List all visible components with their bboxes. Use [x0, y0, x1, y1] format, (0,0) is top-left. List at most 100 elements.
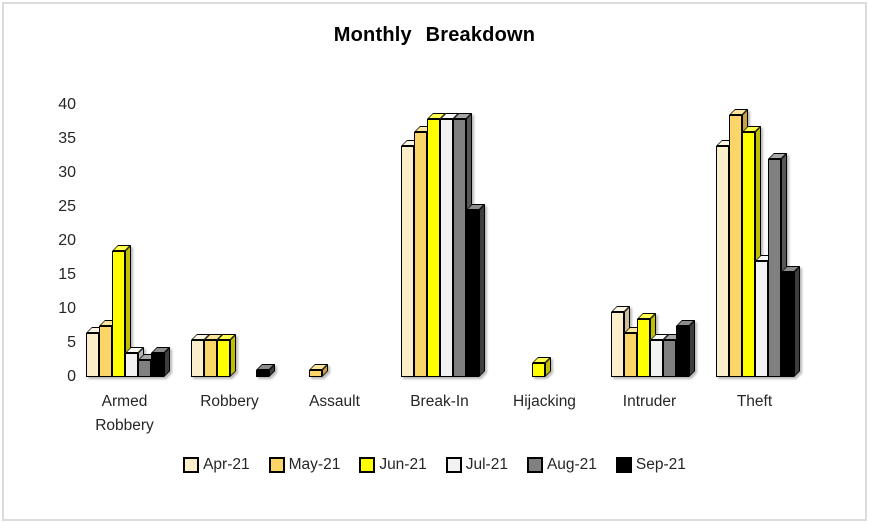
legend-label: May-21	[288, 456, 341, 473]
bar-jun-21-6	[741, 126, 761, 377]
bar-slot	[413, 126, 433, 377]
bar-sep-21-0	[150, 347, 170, 377]
bar-slot	[439, 112, 459, 377]
face-side	[478, 204, 485, 377]
bar-may-21-2	[308, 364, 328, 377]
y-tick-label: 10	[58, 300, 76, 317]
y-tick-label: 30	[58, 164, 76, 181]
bar-slot	[216, 333, 236, 377]
legend: Apr-21 May-21 Jun-21 Jul-21 Aug-21 Sep-21	[0, 456, 869, 474]
legend-label: Sep-21	[635, 456, 686, 473]
bar-may-21-3	[413, 126, 433, 377]
bar-may-21-6	[728, 109, 748, 377]
face-front	[649, 339, 663, 377]
face-side	[229, 333, 236, 377]
bar-sep-21-3	[465, 204, 485, 377]
bar-slot	[426, 112, 446, 377]
y-tick-label: 40	[58, 96, 76, 113]
bar-group-assault	[282, 105, 387, 377]
bar-slot	[649, 333, 669, 377]
category-label: Hijacking	[513, 393, 576, 410]
face-front	[780, 271, 794, 377]
bar-jul-21-0	[124, 347, 144, 377]
y-tick-label: 15	[58, 266, 76, 283]
bar-slot	[85, 326, 105, 377]
face-front	[754, 261, 768, 377]
legend-swatch	[445, 457, 462, 473]
bar-group-hijacking	[492, 105, 597, 377]
face-front	[124, 353, 138, 377]
bar-group-robbery	[177, 105, 282, 377]
legend-swatch	[526, 457, 543, 473]
face-front	[741, 132, 755, 377]
face-front	[636, 319, 650, 377]
bar-apr-21-1	[190, 333, 210, 377]
bar-slot	[610, 306, 630, 377]
bar-may-21-5	[623, 326, 643, 377]
bar-group-break-in	[387, 105, 492, 377]
bar-slot	[623, 326, 643, 377]
legend-item-jul-21: Jul-21	[445, 456, 508, 474]
category-label: Assault	[309, 393, 360, 410]
bar-slot	[150, 347, 170, 377]
bar-group-intruder	[597, 105, 702, 377]
face-side	[793, 265, 800, 377]
face-front	[190, 339, 204, 377]
bar-slot	[137, 354, 157, 377]
category-label: Break-In	[410, 393, 469, 410]
y-tick-label: 35	[58, 130, 76, 147]
y-tick-label: 0	[67, 368, 76, 385]
bar-slot	[741, 126, 761, 377]
bar-aug-21-3	[452, 112, 472, 377]
legend-label: Apr-21	[203, 456, 250, 473]
legend-swatch	[359, 457, 376, 473]
bar-slot	[98, 320, 118, 377]
bar-apr-21-0	[85, 326, 105, 377]
bar-slot	[715, 139, 735, 377]
face-front	[426, 118, 440, 377]
legend-item-jun-21: Jun-21	[359, 456, 427, 474]
legend-label: Jul-21	[465, 456, 508, 473]
bar-group-theft	[702, 105, 807, 377]
legend-label: Aug-21	[546, 456, 597, 473]
bar-jun-21-0	[111, 245, 131, 377]
plot-area	[72, 105, 807, 377]
x-axis: Armed Robbery Robbery Assault Break-In Hijac…	[72, 390, 807, 438]
legend-swatch	[268, 457, 285, 473]
face-front	[137, 360, 151, 377]
bar-slot	[754, 255, 774, 377]
bar-slot	[636, 313, 656, 377]
bar-slot	[780, 265, 800, 377]
bar-apr-21-3	[400, 139, 420, 377]
face-front	[150, 353, 164, 377]
face-front	[400, 145, 414, 377]
face-front	[728, 115, 742, 377]
bar-sep-21-5	[675, 320, 695, 377]
face-front	[216, 339, 230, 377]
face-front	[308, 370, 322, 377]
bar-jul-21-3	[439, 112, 459, 377]
bar-jul-21-6	[754, 255, 774, 377]
y-tick-label: 20	[58, 232, 76, 249]
bar-aug-21-5	[662, 333, 682, 377]
face-front	[111, 251, 125, 377]
category-label: Theft	[736, 393, 773, 410]
chart-title: Monthly Breakdown	[333, 24, 536, 46]
bar-slot	[767, 153, 787, 377]
y-tick-label: 25	[58, 198, 76, 215]
bar-aug-21-6	[767, 153, 787, 377]
bar-aug-21-0	[137, 354, 157, 377]
bar-jun-21-3	[426, 112, 446, 377]
face-front	[531, 363, 545, 377]
face-front	[623, 332, 637, 377]
face-front	[715, 145, 729, 377]
y-tick-label: 5	[67, 334, 76, 351]
face-front	[98, 326, 112, 377]
category-label: Armed Robbery	[95, 393, 154, 434]
bar-apr-21-5	[610, 306, 630, 377]
face-front	[255, 370, 269, 377]
bar-jul-21-5	[649, 333, 669, 377]
face-side	[688, 320, 695, 377]
bar-slot	[531, 357, 551, 377]
